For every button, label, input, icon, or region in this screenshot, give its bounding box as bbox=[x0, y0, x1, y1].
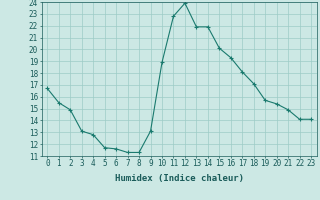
X-axis label: Humidex (Indice chaleur): Humidex (Indice chaleur) bbox=[115, 174, 244, 183]
